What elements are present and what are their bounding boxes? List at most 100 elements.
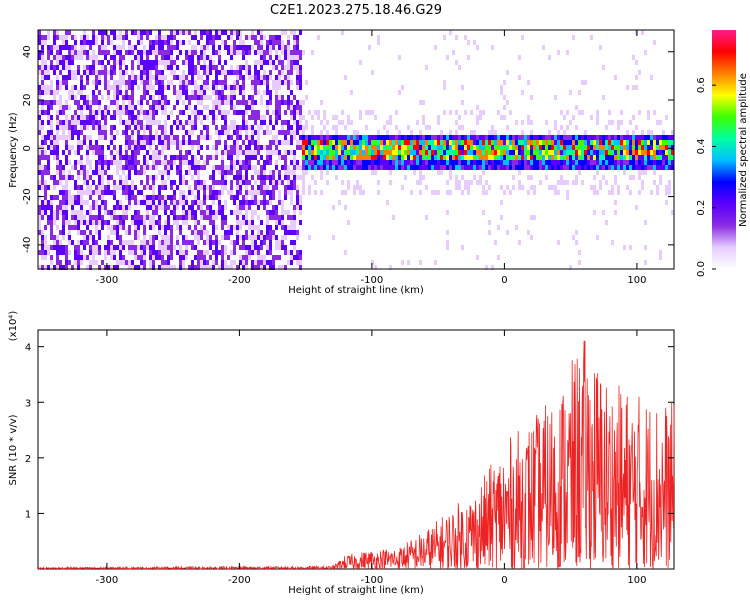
heatmap-cell bbox=[575, 140, 578, 145]
heatmap-cell bbox=[419, 150, 422, 155]
heatmap-cell bbox=[221, 180, 224, 185]
heatmap-cell bbox=[635, 85, 638, 90]
heatmap-cell bbox=[167, 165, 170, 170]
heatmap-cell bbox=[50, 90, 53, 95]
heatmap-cell bbox=[344, 140, 347, 145]
heatmap-cell bbox=[443, 155, 446, 160]
heatmap-cell bbox=[446, 145, 449, 150]
heatmap-cell bbox=[170, 240, 173, 245]
heatmap-cell bbox=[77, 175, 80, 180]
heatmap-cell bbox=[341, 160, 344, 165]
heatmap-cell bbox=[638, 135, 641, 140]
heatmap-cell bbox=[77, 115, 80, 120]
heatmap-cell bbox=[173, 210, 176, 215]
heatmap-cell bbox=[167, 80, 170, 85]
heatmap-cell bbox=[179, 155, 182, 160]
heatmap-cell bbox=[344, 150, 347, 155]
heatmap-cell bbox=[332, 125, 335, 130]
heatmap-cell bbox=[374, 265, 377, 270]
heatmap-cell bbox=[551, 145, 554, 150]
heatmap-cell bbox=[104, 245, 107, 250]
heatmap-cell bbox=[191, 175, 194, 180]
heatmap-cell bbox=[284, 225, 287, 230]
heatmap-cell bbox=[494, 165, 497, 170]
heatmap-cell bbox=[116, 130, 119, 135]
heatmap-cell bbox=[158, 265, 161, 270]
heatmap-cell bbox=[320, 145, 323, 150]
heatmap-cell bbox=[239, 225, 242, 230]
heatmap-cell bbox=[293, 60, 296, 65]
heatmap-cell bbox=[506, 155, 509, 160]
heatmap-cell bbox=[659, 175, 662, 180]
heatmap-cell bbox=[503, 190, 506, 195]
heatmap-cell bbox=[128, 225, 131, 230]
heatmap-cell bbox=[128, 155, 131, 160]
heatmap-cell bbox=[218, 170, 221, 175]
heatmap-cell bbox=[119, 250, 122, 255]
heatmap-cell bbox=[140, 200, 143, 205]
heatmap-cell bbox=[296, 40, 299, 45]
heatmap-cell bbox=[137, 125, 140, 130]
heatmap-cell bbox=[101, 220, 104, 225]
heatmap-cell bbox=[206, 75, 209, 80]
heatmap-cell bbox=[182, 215, 185, 220]
heatmap-cell bbox=[476, 120, 479, 125]
heatmap-cell bbox=[248, 100, 251, 105]
heatmap-cell bbox=[494, 135, 497, 140]
heatmap-cell bbox=[176, 170, 179, 175]
heatmap-cell bbox=[110, 75, 113, 80]
heatmap-cell bbox=[80, 90, 83, 95]
heatmap-cell bbox=[278, 170, 281, 175]
heatmap-cell bbox=[482, 135, 485, 140]
heatmap-cell bbox=[59, 165, 62, 170]
heatmap-cell bbox=[296, 140, 299, 145]
heatmap-cell bbox=[269, 130, 272, 135]
heatmap-cell bbox=[362, 150, 365, 155]
heatmap-cell bbox=[164, 235, 167, 240]
heatmap-cell bbox=[650, 140, 653, 145]
heatmap-cell bbox=[200, 90, 203, 95]
heatmap-cell bbox=[167, 65, 170, 70]
heatmap-cell bbox=[539, 165, 542, 170]
heatmap-cell bbox=[200, 145, 203, 150]
heatmap-cell bbox=[551, 160, 554, 165]
heatmap-cell bbox=[350, 165, 353, 170]
heatmap-cell bbox=[608, 190, 611, 195]
heatmap-cell bbox=[140, 215, 143, 220]
heatmap-cell bbox=[296, 45, 299, 50]
heatmap-cell bbox=[197, 135, 200, 140]
heatmap-cell bbox=[161, 240, 164, 245]
heatmap-cell bbox=[206, 250, 209, 255]
heatmap-cell bbox=[560, 155, 563, 160]
heatmap-cell bbox=[488, 150, 491, 155]
heatmap-cell bbox=[110, 125, 113, 130]
heatmap-cell bbox=[53, 145, 56, 150]
heatmap-cell bbox=[143, 225, 146, 230]
heatmap-cell bbox=[254, 90, 257, 95]
heatmap-cell bbox=[242, 175, 245, 180]
heatmap-cell bbox=[200, 85, 203, 90]
heatmap-cell bbox=[518, 55, 521, 60]
heatmap-cell bbox=[242, 195, 245, 200]
heatmap-cell bbox=[221, 130, 224, 135]
heatmap-cell bbox=[92, 235, 95, 240]
heatmap-cell bbox=[224, 265, 227, 270]
heatmap-cell bbox=[326, 140, 329, 145]
heatmap-cell bbox=[545, 135, 548, 140]
heatmap-cell bbox=[272, 235, 275, 240]
heatmap-cell bbox=[629, 120, 632, 125]
heatmap-cell bbox=[107, 110, 110, 115]
heatmap-cell bbox=[149, 40, 152, 45]
heatmap-cell bbox=[578, 260, 581, 265]
heatmap-cell bbox=[521, 165, 524, 170]
heatmap-cell bbox=[422, 155, 425, 160]
heatmap-cell bbox=[263, 190, 266, 195]
heatmap-cell bbox=[110, 150, 113, 155]
heatmap-cell bbox=[239, 190, 242, 195]
heatmap-cell bbox=[233, 110, 236, 115]
heatmap-cell bbox=[257, 90, 260, 95]
heatmap-cell bbox=[158, 80, 161, 85]
heatmap-cell bbox=[542, 160, 545, 165]
heatmap-cell bbox=[422, 120, 425, 125]
